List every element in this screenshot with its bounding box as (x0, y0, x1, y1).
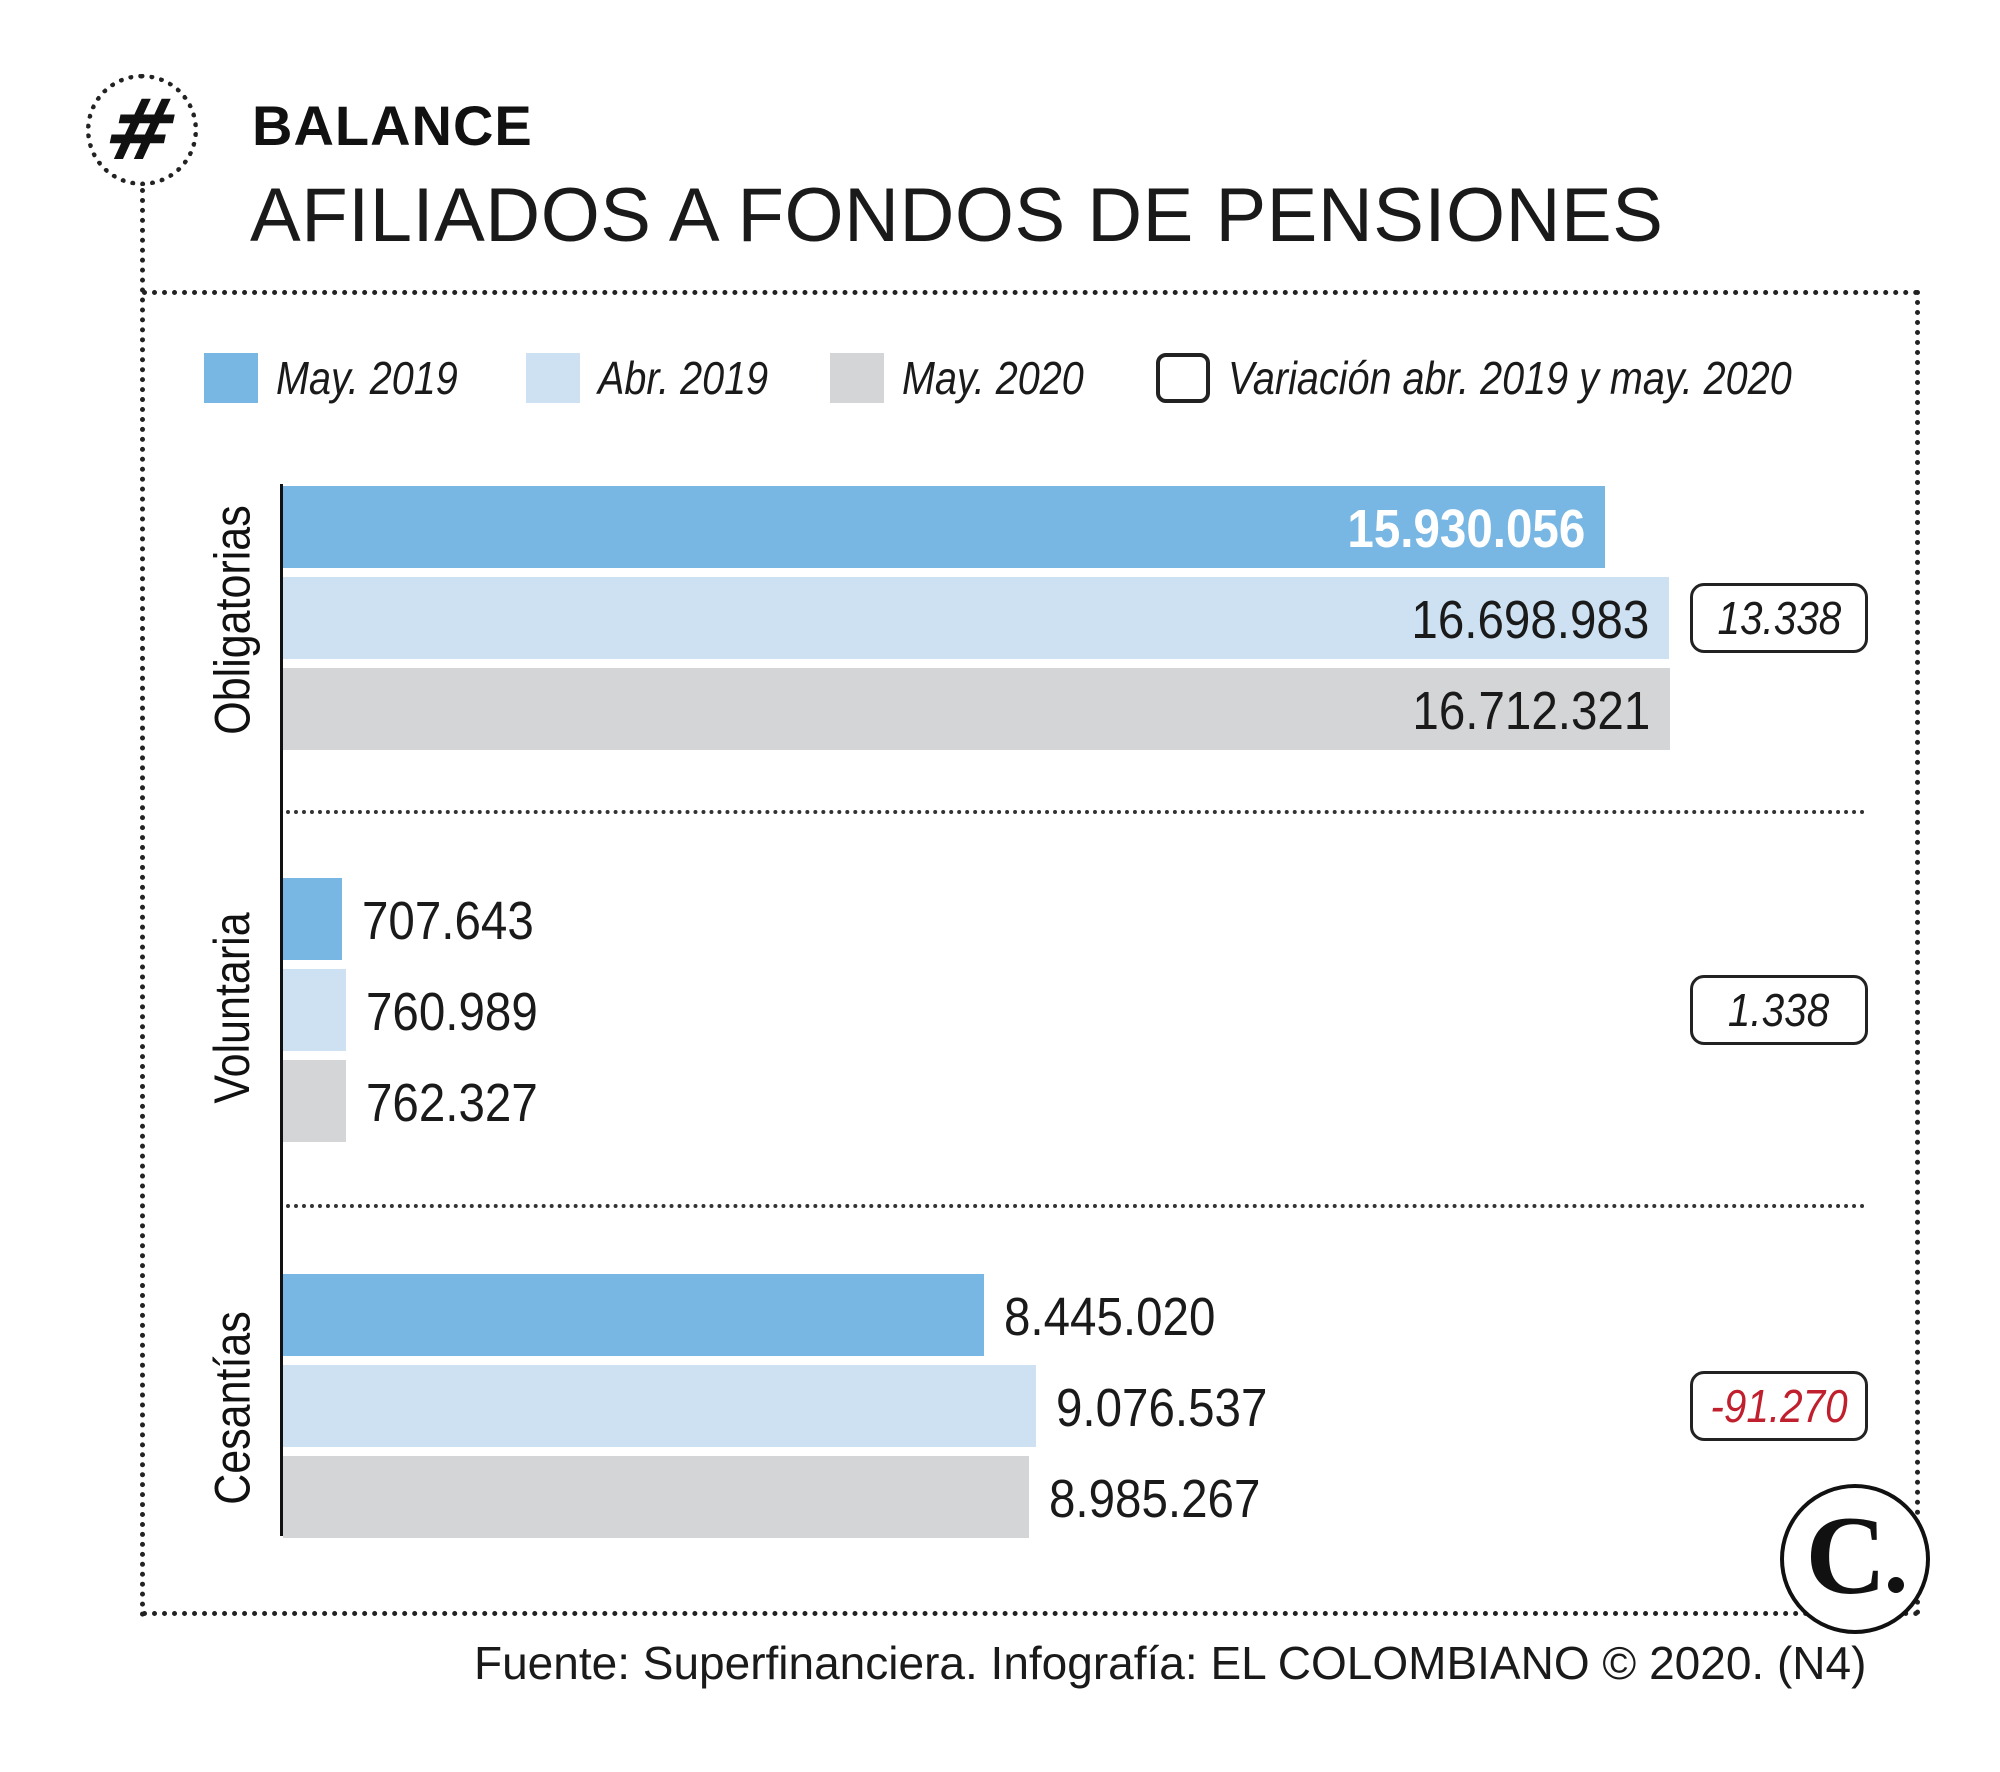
logo-dot (1888, 1577, 1905, 1593)
legend-item-may-2020: May. 2020 (830, 352, 1113, 404)
bar-cesantias-may-2020 (283, 1456, 1029, 1538)
legend-swatch (204, 353, 258, 403)
group-label-voluntaria: Voluntaria (204, 912, 261, 1104)
bar-value-label: 760.989 (366, 982, 538, 1042)
hash-badge (86, 74, 198, 186)
group-divider (286, 1204, 1866, 1208)
variation-value: -91.270 (1710, 1380, 1848, 1432)
group-divider (286, 810, 1866, 814)
variation-badge-obligatorias: 13.338 (1690, 583, 1868, 653)
variation-value: 1.338 (1728, 984, 1830, 1036)
group-label-obligatorias: Obligatorias (203, 505, 260, 735)
group-label-cesantias: Cesantías (204, 1311, 261, 1505)
bar-value-label: 762.327 (366, 1073, 538, 1133)
bar-value-label: 15.930.056 (1347, 499, 1586, 559)
hash-icon: # (96, 81, 188, 179)
bar-voluntaria-may-2020 (283, 1060, 346, 1142)
legend-item-abr-2019: Abr. 2019 (526, 352, 796, 404)
legend-label: Variación abr. 2019 y may. 2020 (1228, 352, 1792, 404)
bar-value-label: 8.985.267 (1049, 1469, 1261, 1529)
bar-voluntaria-may-2019 (283, 878, 342, 960)
dotted-connector (140, 188, 145, 1618)
legend-swatch (1156, 353, 1210, 403)
legend-label: May. 2020 (902, 352, 1084, 404)
bar-value-label: 8.445.020 (1004, 1287, 1216, 1347)
bar-cesantias-abr-2019 (283, 1365, 1036, 1447)
category-axis (280, 484, 283, 1536)
legend-label: May. 2019 (276, 352, 458, 404)
variation-badge-voluntaria: 1.338 (1690, 975, 1868, 1045)
bar-value-label: 16.698.983 (1411, 590, 1650, 650)
source-credit: Fuente: Superfinanciera. Infografía: EL … (474, 1637, 1867, 1689)
page-title: AFILIADOS A FONDOS DE PENSIONES (250, 173, 1664, 258)
bar-value-label: 707.643 (362, 891, 534, 951)
section-label: BALANCE (252, 94, 533, 157)
bar-obligatorias-may-2019 (283, 486, 1605, 568)
chart-frame (142, 290, 1920, 1616)
bar-voluntaria-abr-2019 (283, 969, 346, 1051)
legend-label: Abr. 2019 (598, 352, 769, 404)
legend-swatch (526, 353, 580, 403)
legend-item-variation: Variación abr. 2019 y may. 2020 (1156, 352, 1883, 404)
el-colombiano-logo: C (1780, 1484, 1930, 1634)
bar-obligatorias-may-2020 (283, 668, 1670, 750)
variation-badge-cesantias: -91.270 (1690, 1371, 1868, 1441)
bar-cesantias-may-2019 (283, 1274, 984, 1356)
legend-item-may-2019: May. 2019 (204, 352, 487, 404)
variation-value: 13.338 (1717, 592, 1841, 644)
legend-swatch (830, 353, 884, 403)
bar-value-label: 16.712.321 (1412, 681, 1651, 741)
logo-letter: C (1805, 1494, 1887, 1618)
bar-value-label: 9.076.537 (1056, 1378, 1268, 1438)
bar-obligatorias-abr-2019 (283, 577, 1669, 659)
